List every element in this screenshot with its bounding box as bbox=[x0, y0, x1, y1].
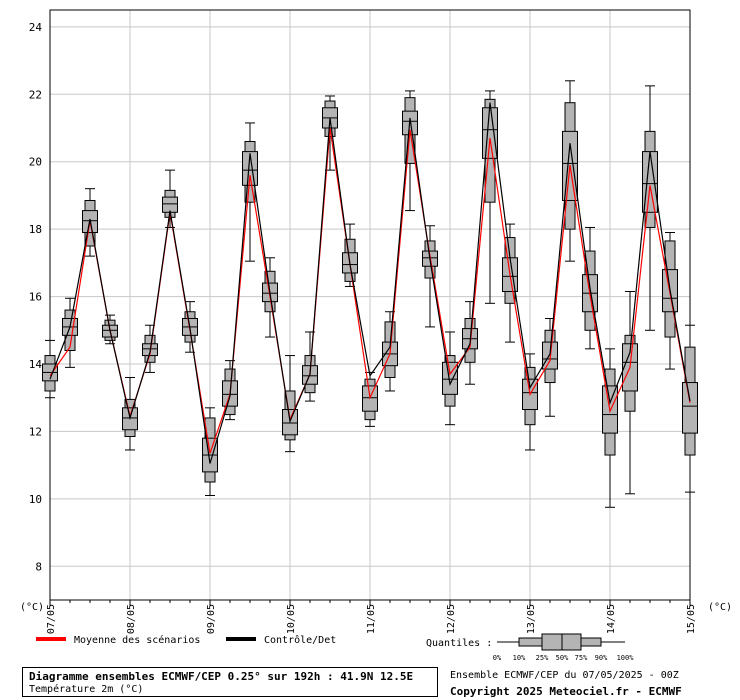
x-tick-label: 10/05 bbox=[286, 604, 297, 634]
y-tick-label: 18 bbox=[29, 223, 42, 236]
title-box: Diagramme ensembles ECMWF/CEP 0.25° sur … bbox=[22, 667, 438, 697]
box-plot bbox=[682, 324, 698, 493]
axes: 8 10 12 14 16 18 20 22 24 07/05 08/05 09/05 10/05 11/… bbox=[29, 21, 697, 634]
y-tick-label: 14 bbox=[29, 358, 43, 371]
x-tick-label: 07/05 bbox=[46, 604, 57, 634]
chart-title: Diagramme ensembles ECMWF/CEP 0.25° sur … bbox=[29, 670, 414, 683]
legend-quantiles-label: Quantiles : bbox=[426, 638, 492, 649]
legend-control-label: Contrôle/Det bbox=[264, 634, 336, 646]
y-tick-label: 12 bbox=[29, 425, 42, 438]
x-tick-label: 14/05 bbox=[606, 604, 617, 634]
y-tick-label: 22 bbox=[29, 88, 42, 101]
box-plot bbox=[522, 353, 538, 451]
legend-quantile-tick: 0% bbox=[493, 654, 502, 662]
y-unit-left: (°C) bbox=[20, 602, 44, 613]
box-iqr bbox=[482, 107, 498, 159]
copyright: Copyright 2025 Meteociel.fr - ECMWF bbox=[450, 685, 682, 698]
y-tick-label: 16 bbox=[29, 291, 42, 304]
y-tick-label: 10 bbox=[29, 493, 42, 506]
box-iqr bbox=[682, 382, 698, 434]
legend: Moyenne des scénarios Contrôle/Det Quant… bbox=[36, 633, 635, 662]
legend-quantile-box: 0% 10% 25% 50% 75% 90% 100% bbox=[493, 633, 635, 662]
x-tick-label: 11/05 bbox=[366, 604, 377, 634]
legend-quantile-tick: 50% bbox=[556, 654, 569, 662]
chart-subtitle: Température 2m (°C) bbox=[29, 684, 144, 695]
x-tick-label: 15/05 bbox=[686, 604, 697, 634]
box-iqr bbox=[162, 196, 178, 213]
box-plot bbox=[542, 317, 558, 417]
run-info: Ensemble ECMWF/CEP du 07/05/2025 - 00Z bbox=[450, 670, 679, 681]
box-plot bbox=[62, 297, 78, 368]
legend-quantile-tick: 100% bbox=[617, 654, 635, 662]
box-plot bbox=[162, 169, 178, 228]
legend-quantile-tick: 90% bbox=[595, 654, 608, 662]
y-tick-label: 24 bbox=[29, 21, 43, 34]
legend-quantile-tick: 10% bbox=[513, 654, 526, 662]
legend-quantile-tick: 25% bbox=[536, 654, 549, 662]
box-plot bbox=[282, 355, 298, 453]
control-line bbox=[49, 102, 691, 464]
legend-quantile-tick: 75% bbox=[575, 654, 588, 662]
x-tick-label: 09/05 bbox=[206, 604, 217, 634]
box-plot bbox=[422, 225, 438, 328]
x-tick-label: 13/05 bbox=[526, 604, 537, 634]
y-unit-right: (°C) bbox=[708, 602, 732, 613]
x-tick-label: 12/05 bbox=[446, 604, 457, 634]
legend-mean-label: Moyenne des scénarios bbox=[74, 634, 200, 646]
series-lines bbox=[49, 102, 691, 464]
x-tick-label: 08/05 bbox=[126, 604, 137, 634]
box-iqr bbox=[442, 361, 458, 395]
box-plot bbox=[342, 223, 358, 287]
y-tick-label: 20 bbox=[29, 156, 42, 169]
box-plot bbox=[362, 371, 378, 427]
box-plot bbox=[642, 85, 658, 331]
y-tick-label: 8 bbox=[35, 560, 42, 573]
